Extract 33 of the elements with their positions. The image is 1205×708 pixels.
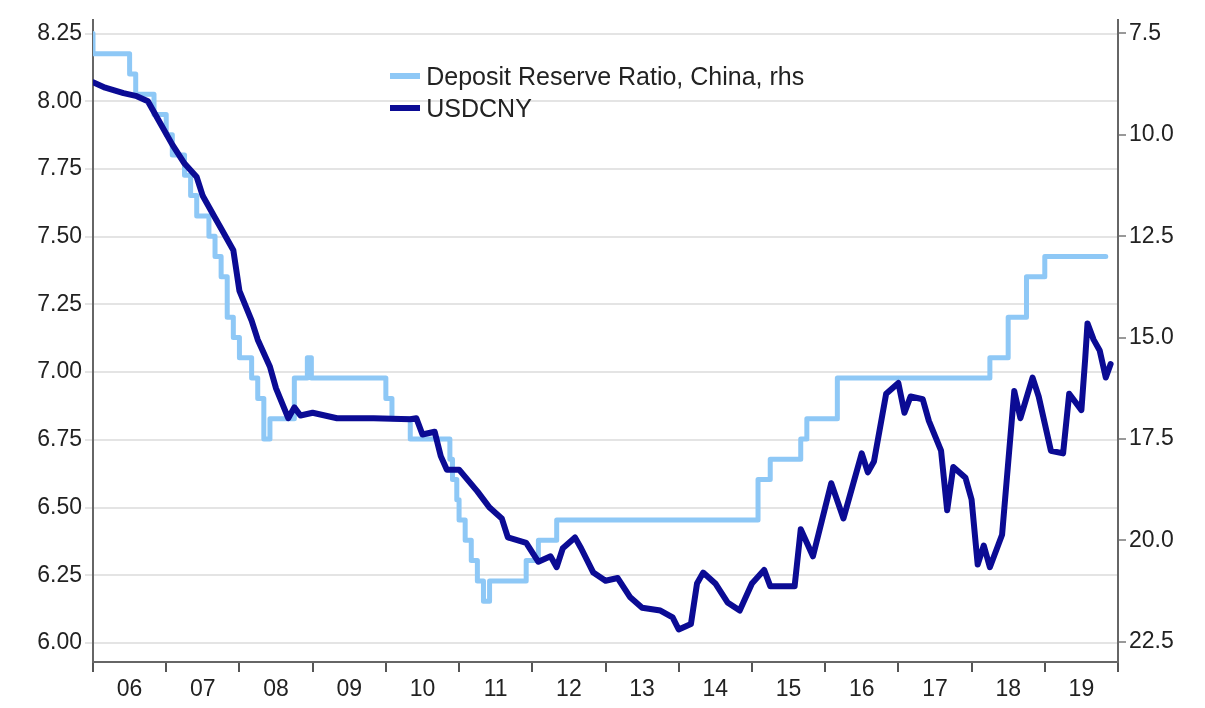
y2-tick-label: 12.5 bbox=[1129, 221, 1174, 248]
x-tick-label: 06 bbox=[116, 675, 143, 702]
x-tick-label: 18 bbox=[995, 675, 1021, 702]
x-tick-label: 12 bbox=[556, 675, 582, 702]
x-tick-label: 13 bbox=[629, 675, 655, 702]
y-tick-label: 8.25 bbox=[37, 18, 82, 45]
y-tick-label: 7.75 bbox=[37, 154, 82, 181]
y-tick-label: 6.75 bbox=[37, 425, 82, 452]
y-tick-label: 8.00 bbox=[37, 86, 82, 113]
x-tick-label: 15 bbox=[775, 675, 802, 702]
x-tick-label: 11 bbox=[483, 675, 508, 702]
x-tick-label: 08 bbox=[263, 675, 289, 702]
x-tick-label: 19 bbox=[1068, 675, 1095, 702]
legend-label: Deposit Reserve Ratio, China, rhs bbox=[426, 61, 805, 92]
y2-tick-label: 7.5 bbox=[1129, 18, 1161, 45]
y-tick-label: 6.50 bbox=[37, 492, 82, 519]
x-tick-label: 10 bbox=[409, 675, 436, 702]
legend-label: USDCNY bbox=[426, 93, 532, 124]
x-tick-label: 17 bbox=[922, 675, 948, 702]
y-tick-label: 6.25 bbox=[37, 560, 82, 587]
y-tick-label: 7.50 bbox=[37, 222, 82, 249]
x-tick-label: 07 bbox=[190, 675, 216, 702]
y2-tick-label: 15.0 bbox=[1129, 322, 1174, 349]
y-tick-label: 7.25 bbox=[37, 289, 82, 316]
y-tick-label: 6.00 bbox=[37, 628, 82, 655]
x-tick-label: 09 bbox=[336, 675, 363, 702]
y2-tick-label: 17.5 bbox=[1129, 424, 1174, 451]
y2-tick-label: 20.0 bbox=[1129, 525, 1174, 552]
x-tick-label: 16 bbox=[848, 675, 875, 702]
y2-tick-label: 10.0 bbox=[1129, 120, 1174, 147]
x-tick-label: 14 bbox=[702, 675, 729, 702]
y-tick-label: 7.00 bbox=[37, 357, 82, 384]
y2-tick-label: 22.5 bbox=[1129, 627, 1174, 654]
